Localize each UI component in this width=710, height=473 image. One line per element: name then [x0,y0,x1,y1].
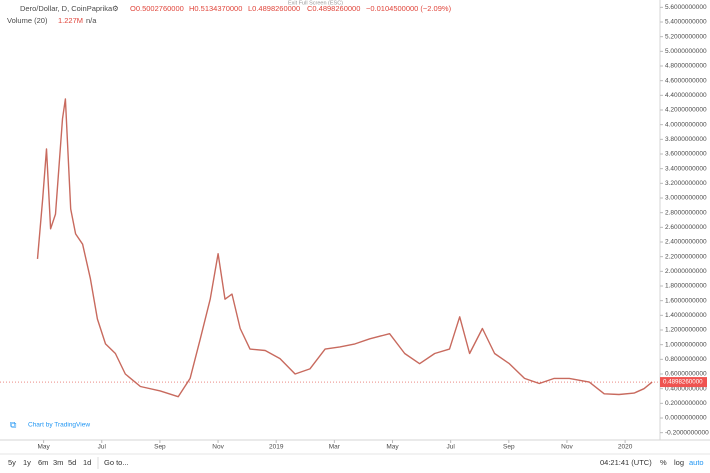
close: C0.4898260000 [307,4,360,13]
range-button[interactable]: 1y [23,458,31,467]
price-line [36,98,653,398]
y-tick-label: 2.0000000000 [665,268,707,275]
y-tick-label: 3.0000000000 [665,195,707,202]
volume-value: 1.227M [58,16,83,25]
y-tick-label: 4.8000000000 [665,63,707,70]
y-tick-label: 4.6000000000 [665,77,707,84]
y-tick-label: 0.4000000000 [665,385,707,392]
tv-logo[interactable]: ⧉ [10,419,17,429]
y-tick-label: -0.2000000000 [665,429,709,436]
y-tick-label: 2.6000000000 [665,224,707,231]
y-tick-label: 5.4000000000 [665,19,707,26]
x-tick-label: 2019 [269,444,284,451]
y-tick-label: 4.2000000000 [665,107,707,114]
y-tick-label: 5.0000000000 [665,48,707,55]
range-button[interactable]: 6m [38,458,48,467]
y-tick-label: 1.2000000000 [665,327,707,334]
volume-label[interactable]: Volume (20) [7,16,48,25]
toolbar: 5y 1y 6m 3m 5d 1d Go to... 04:21:41 (UTC)% log au… [8,457,704,469]
change: −0.0104500000 (−2.09%) [366,4,452,13]
y-tick-label: 0.8000000000 [665,356,707,363]
x-tick-label: Sep [154,444,166,451]
range-button[interactable]: 1d [83,458,91,467]
y-tick-label: 3.8000000000 [665,136,707,143]
open: O0.5002760000 [130,4,184,13]
y-tick-label: 1.8000000000 [665,283,707,290]
y-tick-label: 3.4000000000 [665,165,707,172]
x-tick-label: Nov [561,444,573,451]
y-tick-label: 3.6000000000 [665,151,707,158]
y-tick-label: 0.0000000000 [665,415,707,422]
low: L0.4898260000 [248,4,300,13]
y-tick-label: 4.0000000000 [665,121,707,128]
auto-toggle[interactable]: auto [689,458,704,467]
percent-toggle[interactable]: % [660,458,667,467]
watermark[interactable]: Chart by TradingView [28,422,90,429]
x-tick-label: Sep [503,444,515,451]
last-price-box [660,377,707,388]
x-tick-label: May [386,444,399,451]
x-tick-label: Jul [98,444,107,451]
x-tick-label: Nov [212,444,224,451]
range-button[interactable]: 5d [68,458,76,467]
symbol[interactable]: Dero/Dollar, D, CoinPaprika [20,4,113,13]
x-tick-label: Mar [329,444,341,451]
high: H0.5134370000 [189,4,242,13]
last-price-label: 0.4898260000 [663,379,703,386]
y-tick-label: 2.2000000000 [665,253,707,260]
range-button[interactable]: 3m [53,458,63,467]
y-tick-label: 3.2000000000 [665,180,707,187]
x-tick-label: May [37,444,50,451]
y-tick-label: 0.6000000000 [665,371,707,378]
range-button[interactable]: 5y [8,458,16,467]
x-tick-label: 2020 [618,444,633,451]
y-tick-label: 1.0000000000 [665,341,707,348]
tooltip: Exit Full Screen (ESC) [288,0,343,6]
y-tick-label: 2.8000000000 [665,209,707,216]
y-tick-label: 4.4000000000 [665,92,707,99]
y-tick-label: 0.2000000000 [665,400,707,407]
y-tick-label: 5.6000000000 [665,4,707,11]
y-tick-label: 1.4000000000 [665,312,707,319]
clock: 04:21:41 (UTC) [600,458,652,467]
x-tick-label: Jul [447,444,456,451]
settings-icon[interactable]: ⚙ [112,4,119,13]
y-tick-label: 2.4000000000 [665,239,707,246]
y-tick-label: 1.6000000000 [665,297,707,304]
volume-ma: n/a [86,16,97,25]
y-tick-label: 5.2000000000 [665,33,707,40]
goto-button[interactable]: Go to... [104,458,129,467]
log-toggle[interactable]: log [674,458,684,467]
